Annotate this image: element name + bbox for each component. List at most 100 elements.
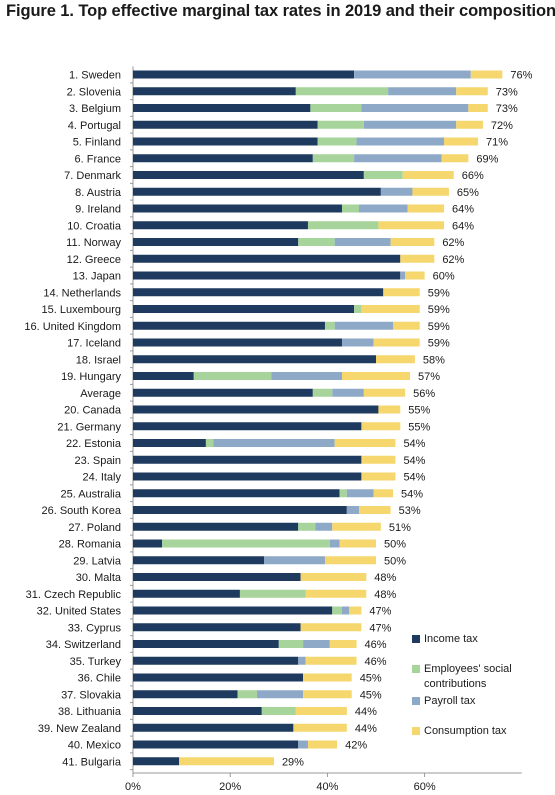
total-label: 59% — [428, 321, 450, 333]
bar-segment-employees — [307, 221, 379, 230]
bar-segment-income — [133, 489, 340, 498]
total-label: 59% — [428, 287, 450, 299]
legend-swatch-payroll — [412, 697, 420, 705]
bar-segment-income — [133, 472, 362, 481]
legend-swatch-income — [412, 635, 420, 643]
category-label: 41. Bulgaria — [62, 756, 122, 768]
bar-segment-consumption — [324, 556, 376, 565]
bar-segment-income — [133, 506, 347, 514]
bar-segment-payroll — [298, 656, 306, 665]
bar-segment-income — [133, 405, 379, 414]
total-label: 64% — [452, 204, 474, 216]
bar-segment-employees — [162, 539, 330, 548]
total-label: 44% — [355, 706, 377, 718]
bar-segment-employees — [261, 707, 296, 715]
bar-segment-payroll — [400, 271, 406, 280]
bar-segment-income — [133, 355, 376, 364]
bar-segment-employees — [298, 522, 316, 531]
total-label: 59% — [428, 304, 450, 316]
bar-segment-consumption — [444, 137, 479, 146]
total-label: 44% — [355, 723, 377, 735]
bar-segment-employees — [237, 690, 257, 699]
bar-segment-payroll — [256, 690, 304, 699]
bar-segment-consumption — [390, 238, 435, 246]
total-label: 54% — [403, 438, 425, 450]
total-label: 53% — [399, 505, 421, 517]
bar-segment-income — [133, 439, 206, 447]
category-label: 9. Ireland — [75, 204, 121, 216]
total-label: 29% — [282, 756, 304, 768]
bar-segment-consumption — [332, 522, 381, 531]
bar-segment-consumption — [179, 757, 274, 766]
bar-segment-consumption — [305, 656, 357, 665]
total-label: 55% — [408, 405, 430, 417]
category-label: 8. Austria — [75, 187, 122, 199]
bar-segment-consumption — [407, 204, 445, 213]
category-label: 24. Italy — [82, 472, 121, 484]
category-label: 34. Switzerland — [46, 639, 121, 651]
category-label: 37. Slovakia — [61, 689, 122, 701]
total-label: 45% — [360, 689, 382, 701]
bar-segment-consumption — [303, 673, 352, 682]
category-label: 5. Finland — [73, 137, 121, 149]
bar-segment-income — [133, 690, 238, 699]
bar-segment-consumption — [405, 271, 425, 280]
bar-segment-payroll — [354, 154, 442, 163]
bar-segment-consumption — [307, 740, 338, 749]
total-label: 73% — [496, 86, 518, 98]
category-label: 28. Romania — [59, 539, 122, 551]
total-label: 69% — [476, 153, 498, 165]
bar-segment-income — [133, 388, 313, 397]
bar-segment-income — [133, 539, 163, 548]
bar-segment-income — [133, 589, 240, 598]
bar-segment-employees — [310, 104, 362, 112]
total-label: 62% — [442, 254, 464, 266]
bar-segment-employees — [312, 154, 355, 163]
total-label: 58% — [423, 354, 445, 366]
legend-label-income: Income tax — [424, 633, 478, 645]
category-label: 33. Cyprus — [68, 622, 122, 634]
bar-segment-income — [133, 606, 333, 615]
bar-segment-income — [133, 455, 362, 464]
category-label: 1. Sweden — [69, 70, 121, 82]
category-label: 20. Canada — [64, 405, 122, 417]
category-label: 36. Chile — [78, 673, 121, 685]
bar-segment-employees — [317, 137, 357, 146]
bar-segment-employees — [324, 321, 335, 330]
category-label: 35. Turkey — [70, 656, 122, 668]
bar-segment-income — [133, 573, 301, 581]
category-label: 25. Australia — [60, 488, 121, 500]
bar-segment-payroll — [213, 439, 335, 447]
category-label: 23. Spain — [75, 455, 121, 467]
bar-segment-employees — [339, 489, 347, 498]
category-label: 4. Portugal — [68, 120, 121, 132]
total-label: 42% — [345, 740, 367, 752]
legend-label-consumption: Consumption tax — [424, 725, 507, 737]
bar-segment-income — [133, 204, 342, 213]
total-label: 48% — [374, 572, 396, 584]
bar-segment-employees — [341, 204, 359, 213]
bar-segment-income — [133, 707, 262, 715]
x-tick-label: 40% — [316, 781, 338, 793]
bar-segment-payroll — [303, 640, 330, 648]
bar-segment-payroll — [361, 104, 469, 112]
category-label: 16. United Kingdom — [24, 321, 121, 333]
bar-segment-consumption — [456, 87, 488, 96]
bar-segment-payroll — [380, 187, 413, 196]
category-label: Average — [80, 388, 121, 400]
bar-segment-employees — [205, 439, 214, 447]
bar-segment-consumption — [349, 606, 362, 615]
bar-segment-consumption — [470, 70, 503, 79]
bar-segment-employees — [312, 388, 333, 397]
bar-segment-payroll — [315, 522, 333, 531]
bar-segment-consumption — [441, 154, 469, 163]
chart-title: Figure 1. Top effective marginal tax rat… — [6, 2, 555, 20]
bar-segment-employees — [332, 606, 342, 615]
bar-segment-employees — [354, 305, 362, 313]
category-label: 19. Hungary — [61, 371, 121, 383]
legend-swatch-consumption — [412, 727, 420, 735]
bar-segment-employees — [363, 171, 403, 179]
bar-segment-payroll — [356, 137, 445, 146]
legend-swatch-employees — [412, 665, 420, 673]
bar-segment-employees — [239, 589, 306, 598]
